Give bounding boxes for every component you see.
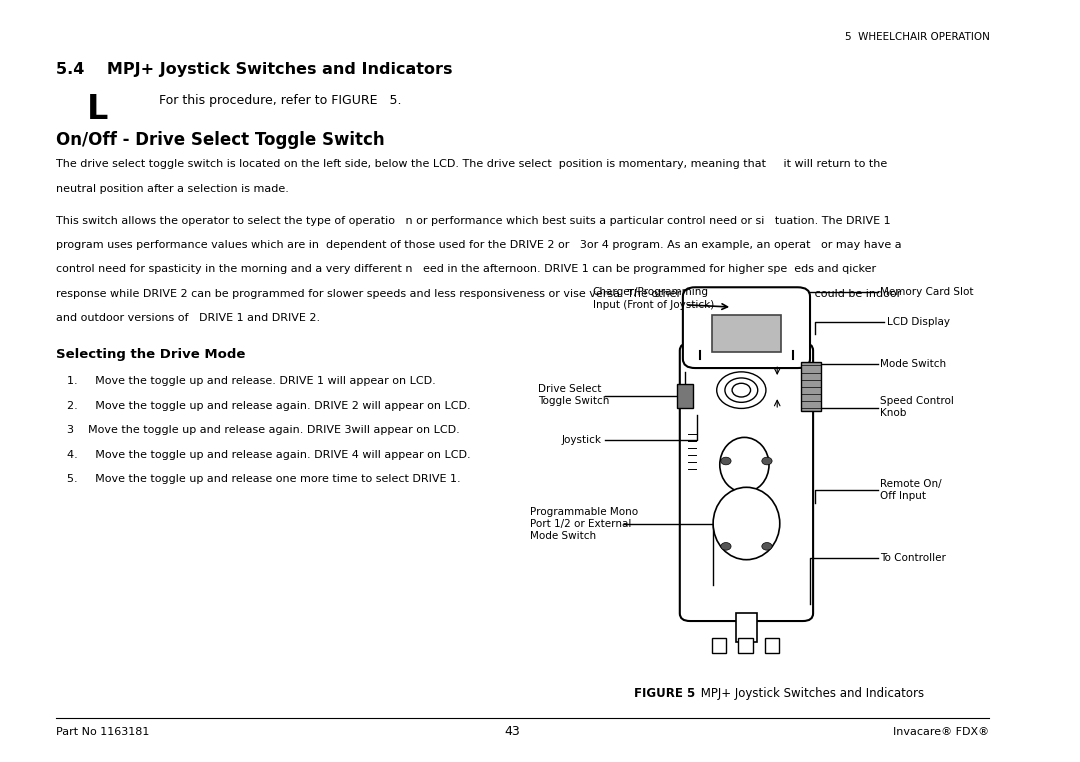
Bar [800, 362, 821, 411]
Bar [739, 638, 753, 653]
Text: Charger/Programming: Charger/Programming [593, 287, 708, 297]
Text: control need for spasticity in the morning and a very different n   eed in the a: control need for spasticity in the morni… [56, 264, 877, 274]
FancyBboxPatch shape [679, 343, 813, 621]
Text: Speed Control: Speed Control [880, 395, 954, 406]
Text: Mode Switch: Mode Switch [530, 531, 596, 542]
Text: response while DRIVE 2 can be programmed for slower speeds and less responsivene: response while DRIVE 2 can be programmed… [56, 289, 902, 299]
Text: Memory Card Slot: Memory Card Slot [880, 287, 973, 297]
FancyBboxPatch shape [712, 315, 781, 352]
Text: Part No 1163181: Part No 1163181 [56, 726, 150, 737]
Bar [765, 638, 780, 653]
Bar [712, 638, 726, 653]
Text: Joystick: Joystick [562, 435, 602, 446]
Text: LCD Display: LCD Display [887, 316, 950, 327]
Text: 43: 43 [504, 725, 521, 738]
Text: Selecting the Drive Mode: Selecting the Drive Mode [56, 348, 246, 361]
Text: Drive Select: Drive Select [538, 383, 602, 394]
FancyBboxPatch shape [683, 287, 810, 368]
FancyBboxPatch shape [677, 384, 693, 408]
Text: program uses performance values which are in  dependent of those used for the DR: program uses performance values which ar… [56, 240, 902, 250]
Text: To Controller: To Controller [880, 552, 946, 563]
Text: L: L [87, 93, 108, 126]
Text: neutral position after a selection is made.: neutral position after a selection is ma… [56, 184, 289, 194]
Circle shape [720, 457, 731, 465]
Circle shape [720, 543, 731, 550]
Circle shape [761, 543, 772, 550]
Text: 5  WHEELCHAIR OPERATION: 5 WHEELCHAIR OPERATION [845, 32, 989, 42]
Text: 5.4    MPJ+ Joystick Switches and Indicators: 5.4 MPJ+ Joystick Switches and Indicator… [56, 62, 453, 78]
Bar [737, 613, 757, 642]
Circle shape [761, 457, 772, 465]
Text: Toggle Switch: Toggle Switch [538, 395, 610, 406]
Text: ♪: ♪ [735, 315, 741, 322]
Text: Knob: Knob [880, 408, 906, 418]
Ellipse shape [713, 488, 780, 559]
Text: Input (Front of Joystick): Input (Front of Joystick) [593, 299, 714, 310]
Text: For this procedure, refer to FIGURE   5.: For this procedure, refer to FIGURE 5. [159, 94, 402, 107]
Text: Mode Switch: Mode Switch [880, 359, 946, 370]
Text: Off Input: Off Input [880, 491, 926, 501]
Text: 4.     Move the toggle up and release again. DRIVE 4 will appear on LCD.: 4. Move the toggle up and release again.… [67, 450, 470, 459]
Text: Port 1/2 or External: Port 1/2 or External [530, 519, 632, 530]
Text: 2.     Move the toggle up and release again. DRIVE 2 will appear on LCD.: 2. Move the toggle up and release again.… [67, 401, 470, 411]
Text: The drive select toggle switch is located on the left side, below the LCD. The d: The drive select toggle switch is locate… [56, 159, 888, 169]
Text: Programmable Mono: Programmable Mono [530, 507, 638, 517]
Text: 5.     Move the toggle up and release one more time to select DRIVE 1.: 5. Move the toggle up and release one mo… [67, 474, 460, 484]
Text: MPJ+ Joystick Switches and Indicators: MPJ+ Joystick Switches and Indicators [681, 687, 924, 700]
Bar [701, 351, 792, 365]
Text: 3    Move the toggle up and release again. DRIVE 3will appear on LCD.: 3 Move the toggle up and release again. … [67, 425, 459, 435]
Text: On/Off - Drive Select Toggle Switch: On/Off - Drive Select Toggle Switch [56, 131, 384, 149]
Text: 1.     Move the toggle up and release. DRIVE 1 will appear on LCD.: 1. Move the toggle up and release. DRIVE… [67, 376, 435, 386]
Text: Invacare® FDX®: Invacare® FDX® [893, 726, 989, 737]
Text: Remote On/: Remote On/ [880, 479, 942, 489]
Text: FIGURE 5: FIGURE 5 [634, 687, 694, 700]
Ellipse shape [719, 437, 769, 492]
Text: and outdoor versions of   DRIVE 1 and DRIVE 2.: and outdoor versions of DRIVE 1 and DRIV… [56, 313, 321, 323]
Text: This switch allows the operator to select the type of operatio   n or performanc: This switch allows the operator to selec… [56, 216, 891, 226]
